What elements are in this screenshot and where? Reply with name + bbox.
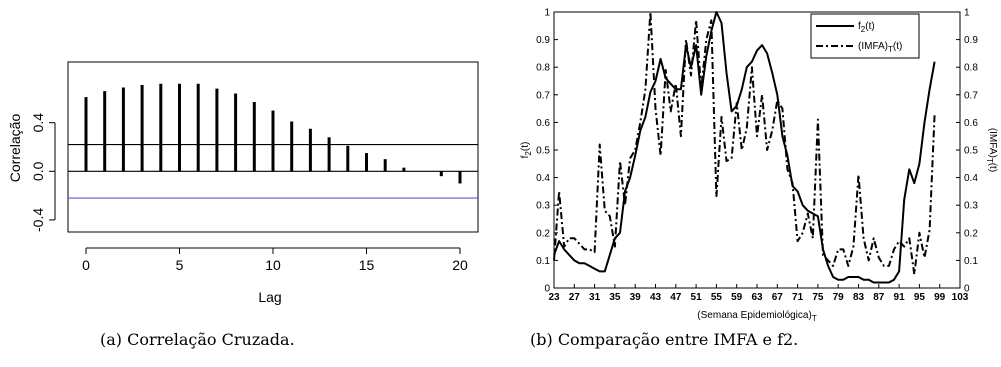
x-tick-label: 23 — [548, 292, 560, 303]
x-tick-label: 27 — [569, 292, 581, 303]
x-tick-label: 91 — [894, 292, 906, 303]
y-axis: -0.4 0.0 0.4 — [30, 113, 56, 232]
x-tick-label: 103 — [952, 292, 969, 303]
y-tick-label-left: 0.1 — [536, 256, 550, 267]
y-tick-label-right: 0.3 — [964, 201, 978, 212]
x-tick-label: 10 — [265, 257, 281, 273]
y-tick-label: -0.4 — [30, 208, 46, 232]
legend-label-f2: f2(t) — [858, 21, 875, 34]
y-axis-right-label: (IMFA)T(t) — [985, 128, 998, 172]
series-line-imfa — [553, 11, 936, 276]
cross-correlation-chart: 0 5 10 15 20 -0.4 0.0 0.4 Lag Correlação — [7, 61, 479, 305]
cross-correlation-panel: 0 5 10 15 20 -0.4 0.0 0.4 Lag Correlação (a) C… — [0, 0, 490, 367]
y-tick-label-right: 0 — [964, 284, 970, 295]
x-tick-label: 67 — [772, 292, 784, 303]
x-tick-label: 75 — [812, 292, 824, 303]
y-tick-label-right: 0.6 — [964, 118, 978, 129]
y-tick-label-right: 0.4 — [964, 173, 978, 184]
series-line-f2 — [553, 11, 936, 284]
x-tick-label: 20 — [452, 257, 468, 273]
y-axis-right: 0 0.1 0.2 0.3 0.4 0.5 0.6 0.7 0.8 0.9 1 — [956, 8, 978, 295]
x-tick-label: 5 — [176, 257, 184, 273]
x-tick-label: 0 — [82, 257, 90, 273]
y-tick-label: 0.0 — [30, 161, 46, 181]
comparison-panel: 23 27 31 35 39 43 47 51 55 59 63 67 71 75 79 83 87 91 95 99… — [500, 0, 1001, 367]
y-tick-label-right: 0.1 — [964, 256, 978, 267]
stem-bars — [84, 83, 462, 184]
y-tick-label-right: 0.5 — [964, 146, 978, 157]
x-tick-label: 55 — [711, 292, 723, 303]
y-tick-label-right: 1 — [964, 8, 970, 19]
y-tick-label-right: 0.7 — [964, 90, 978, 101]
x-tick-label: 71 — [792, 292, 804, 303]
y-axis-left: 0 0.1 0.2 0.3 0.4 0.5 0.6 0.7 0.8 0.9 1 — [536, 8, 558, 295]
x-axis: 0 5 10 15 20 — [82, 247, 468, 273]
x-axis-label: Lag — [258, 289, 281, 305]
x-tick-label: 43 — [650, 292, 662, 303]
y-tick-label-left: 0.4 — [536, 173, 550, 184]
x-tick-label: 79 — [833, 292, 845, 303]
y-tick-label: 0.4 — [30, 113, 46, 133]
x-tick-label: 83 — [853, 292, 865, 303]
x-tick-label: 47 — [670, 292, 682, 303]
x-tick-label: 39 — [630, 292, 642, 303]
y-tick-label-left: 0.9 — [536, 35, 550, 46]
y-tick-label-left: 0.7 — [536, 90, 550, 101]
x-tick-label: 87 — [873, 292, 885, 303]
x-tick-label: 15 — [359, 257, 375, 273]
y-tick-label-left: 0.2 — [536, 228, 550, 239]
y-tick-label-right: 0.9 — [964, 35, 978, 46]
x-tick-label: 59 — [731, 292, 743, 303]
y-axis-left-label: f2(t) — [520, 142, 533, 159]
x-tick-label: 35 — [609, 292, 621, 303]
x-tick-label: 99 — [934, 292, 946, 303]
plot-frame — [67, 61, 479, 233]
legend: f2(t) (IMFA)T(t) — [810, 13, 920, 59]
x-axis: 23 27 31 35 39 43 47 51 55 59 63 67 71 75 79 83 87 91 95 99… — [548, 284, 969, 303]
x-tick-label: 31 — [589, 292, 601, 303]
x-axis-label: (Semana Epidemiológica)T — [697, 310, 817, 323]
y-tick-label-right: 0.2 — [964, 228, 978, 239]
series-lines — [553, 11, 936, 284]
imfa-f2-comparison-chart: 23 27 31 35 39 43 47 51 55 59 63 67 71 75 79 83 87 91 95 99… — [520, 8, 998, 324]
y-tick-label-left: 0.3 — [536, 201, 550, 212]
x-tick-label: 95 — [914, 292, 926, 303]
caption-a: (a) Correlação Cruzada. — [100, 330, 295, 349]
y-tick-label-left: 1 — [544, 8, 550, 19]
legend-box — [810, 13, 920, 59]
caption-b: (b) Comparação entre IMFA e f2. — [530, 330, 799, 349]
y-axis-label: Correlação — [7, 114, 23, 183]
y-tick-label-right: 0.8 — [964, 63, 978, 74]
x-tick-label: 51 — [691, 292, 703, 303]
y-tick-label-left: 0 — [544, 284, 550, 295]
x-tick-label: 63 — [751, 292, 763, 303]
y-tick-label-left: 0.6 — [536, 118, 550, 129]
legend-label-imfa: (IMFA)T(t) — [858, 41, 902, 54]
y-tick-label-left: 0.5 — [536, 146, 550, 157]
y-tick-label-left: 0.8 — [536, 63, 550, 74]
